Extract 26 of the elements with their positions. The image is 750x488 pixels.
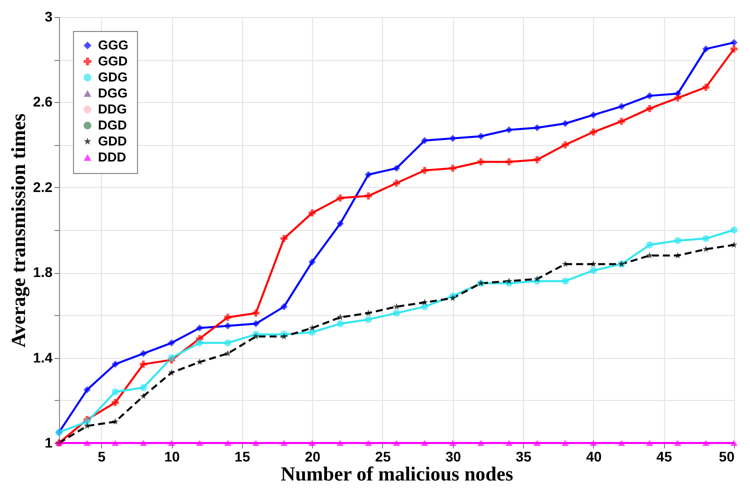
x-tick-label: 45 — [656, 448, 672, 464]
y-tick-label: 1.8 — [33, 264, 53, 280]
y-tick-label: 1 — [44, 434, 53, 450]
x-tick-label: 10 — [164, 448, 180, 464]
y-tick-label: 2.6 — [33, 94, 53, 110]
y-tick-label: 1.4 — [33, 349, 53, 366]
legend-label: DGD — [98, 118, 127, 132]
x-tick-label: 20 — [304, 448, 321, 464]
legend-label: DDD — [98, 150, 126, 164]
x-tick-label: 30 — [445, 448, 462, 464]
x-tick-label: 15 — [234, 448, 250, 464]
legend-label: GDG — [98, 70, 128, 84]
x-tick-label: 35 — [516, 448, 532, 464]
x-tick-label: 25 — [375, 448, 391, 464]
legend-label: DGG — [98, 86, 128, 100]
legend-label: GDD — [98, 134, 127, 148]
x-tick-label: 5 — [98, 448, 106, 464]
x-tick-label: 50 — [718, 448, 735, 464]
y-tick-label: 3 — [44, 8, 53, 24]
legend-label: GGG — [98, 38, 128, 52]
x-axis-title: Number of malicious nodes — [280, 464, 514, 486]
legend-label: DDG — [98, 102, 127, 116]
legend-label: GGD — [98, 54, 128, 68]
y-axis-title: Average transmission times — [8, 113, 30, 348]
y-tick-label: 2.2 — [33, 178, 53, 195]
x-tick-label: 40 — [586, 448, 602, 464]
